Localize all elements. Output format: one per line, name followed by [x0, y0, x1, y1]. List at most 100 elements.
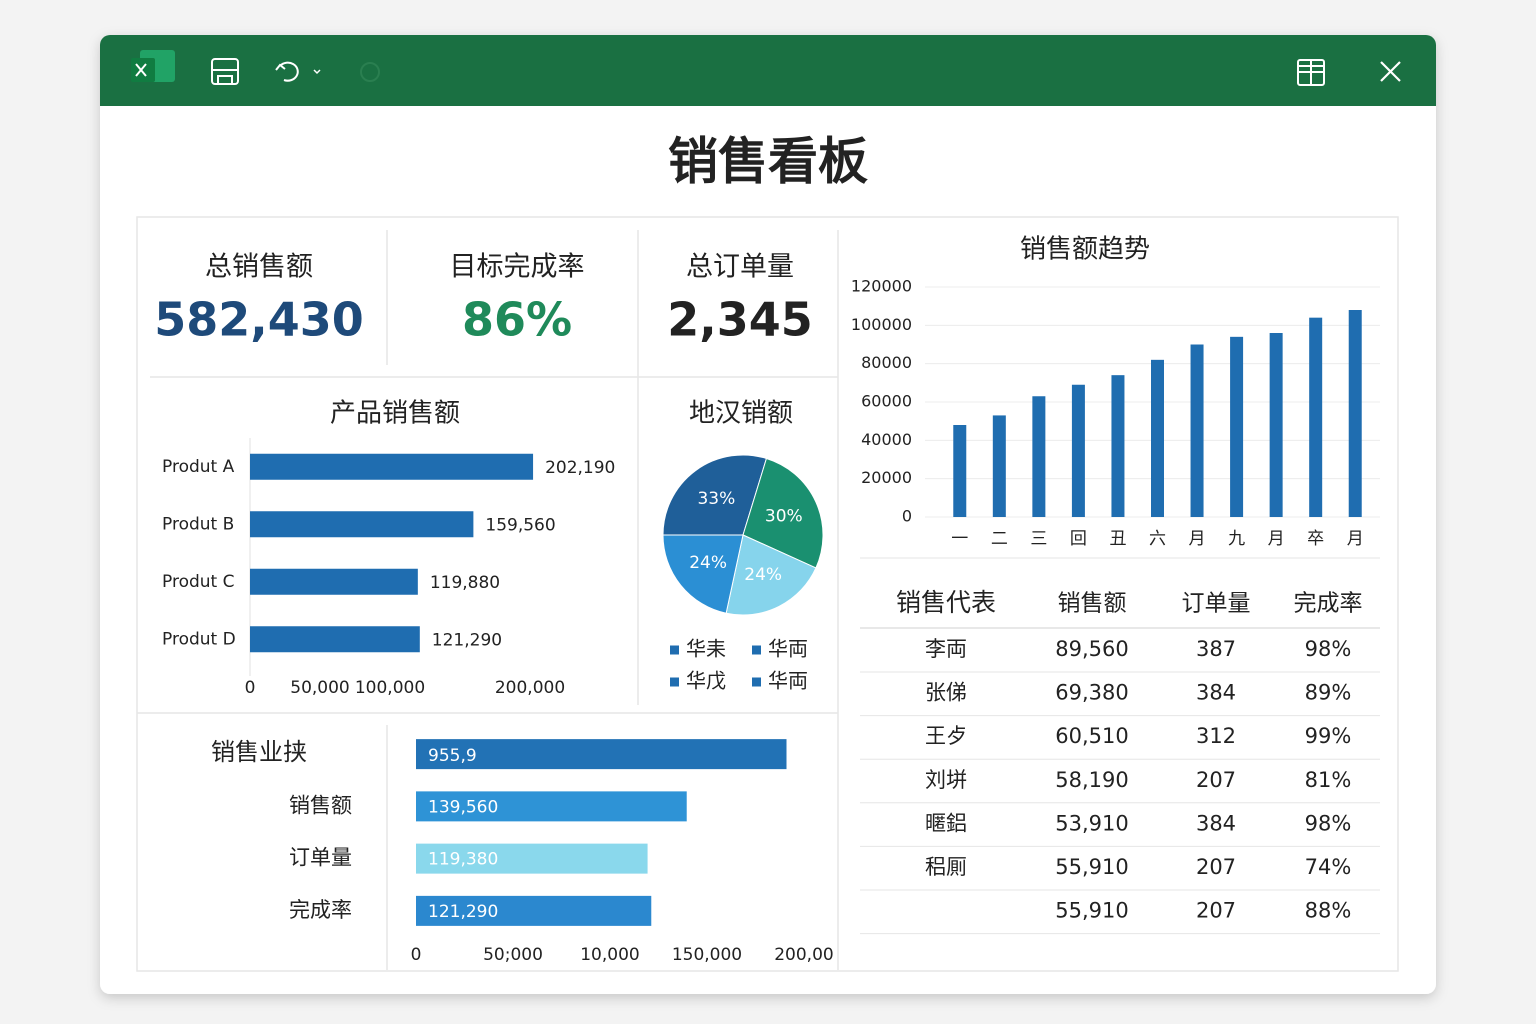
- data-label: 121,290: [428, 902, 498, 922]
- bar: [1071, 384, 1085, 517]
- y-tick-label: 60000: [861, 392, 912, 411]
- bar: [416, 791, 687, 822]
- x-tick-label: 丑: [1109, 529, 1126, 549]
- table-cell: 58,190: [1055, 768, 1128, 792]
- table-cell: 74%: [1305, 855, 1352, 879]
- table-cell: 88%: [1305, 899, 1352, 923]
- undo-icon[interactable]: [275, 61, 321, 82]
- table-cell: 53,910: [1055, 811, 1128, 835]
- x-tick-label: 六: [1149, 529, 1166, 549]
- legend-label: 华戊: [686, 669, 726, 693]
- legend-label: 华両: [768, 669, 808, 693]
- bar: [250, 453, 534, 480]
- legend-label: 华耒: [686, 637, 726, 661]
- pie-slice: [725, 534, 817, 616]
- table-cell: 李両: [925, 637, 967, 661]
- table-icon[interactable]: [1297, 59, 1325, 86]
- table-cell: 张俤: [925, 681, 967, 705]
- slice-label: 24%: [744, 565, 782, 585]
- kpi-label: 总订单量: [686, 252, 794, 283]
- bar: [992, 415, 1006, 517]
- legend-marker: [752, 677, 761, 687]
- table-cell: 98%: [1305, 637, 1352, 661]
- table-cell: 384: [1196, 681, 1236, 705]
- chart-title: 产品销售额: [330, 399, 460, 429]
- x-tick-label: 0: [411, 945, 422, 965]
- pie-slice: [742, 457, 824, 569]
- dashboard-title: 销售看板: [668, 133, 868, 191]
- y-tick-label: Produt B: [162, 514, 234, 534]
- table-cell: 刘垪: [925, 768, 967, 792]
- y-tick-label: 销售额: [289, 793, 352, 817]
- bar: [250, 511, 474, 538]
- y-tick-label: 80000: [861, 353, 912, 372]
- redo-icon[interactable]: [360, 62, 380, 82]
- x-tick-label: 二: [991, 529, 1008, 549]
- excel-icon: [131, 50, 175, 82]
- kpi-value: 2,345: [667, 293, 813, 347]
- y-tick-label: Produt C: [162, 572, 234, 592]
- bar: [1230, 336, 1244, 517]
- x-tick-label: 月: [1347, 529, 1364, 549]
- save-icon[interactable]: [211, 58, 239, 85]
- x-tick-label: 回: [1070, 529, 1087, 549]
- table-cell: 207: [1196, 899, 1236, 923]
- chart-title: 销售额趋势: [1020, 235, 1150, 265]
- table-cell: 89%: [1305, 681, 1352, 705]
- y-tick-label: 订单量: [289, 846, 352, 870]
- data-label: 119,380: [428, 850, 498, 870]
- x-tick-label: 50,000: [290, 678, 349, 698]
- pie-slice: [662, 534, 744, 614]
- data-label: 139,560: [428, 797, 498, 817]
- x-tick-label: 月: [1189, 529, 1206, 549]
- title-bar: [100, 35, 1436, 106]
- x-tick-label: 卒: [1307, 529, 1324, 549]
- bar: [250, 626, 420, 653]
- legend-label: 华両: [768, 637, 808, 661]
- data-label: 119,880: [430, 573, 500, 593]
- table-cell: 207: [1196, 855, 1236, 879]
- kpi-label: 目标完成率: [450, 252, 585, 283]
- table-cell: 99%: [1305, 724, 1352, 748]
- bar: [1269, 333, 1283, 517]
- table-cell: 81%: [1305, 768, 1352, 792]
- legend-marker: [670, 677, 679, 687]
- kpi-value: 582,430: [154, 293, 364, 347]
- x-tick-label: 0: [245, 678, 256, 698]
- legend-marker: [670, 645, 679, 655]
- data-label: 202,190: [545, 458, 615, 478]
- pie-slice: [662, 454, 768, 536]
- y-tick-label: 完成率: [289, 898, 352, 922]
- table-header: 订单量: [1182, 591, 1251, 617]
- table-header: 销售额: [1058, 591, 1127, 617]
- table-cell: 稆厠: [925, 855, 967, 879]
- bar: [1151, 359, 1164, 517]
- kpi-value: 86%: [462, 293, 572, 347]
- table-cell: 55,910: [1055, 855, 1128, 879]
- table-cell: 207: [1196, 768, 1236, 792]
- table-cell: 312: [1196, 724, 1236, 748]
- x-tick-label: 一: [951, 529, 968, 549]
- table-cell: 69,380: [1055, 681, 1128, 705]
- x-tick-label: 100,000: [355, 678, 425, 698]
- data-label: 121,290: [432, 630, 502, 650]
- table-cell: 384: [1196, 811, 1236, 835]
- x-tick-label: 三: [1030, 529, 1047, 549]
- y-tick-label: 120000: [851, 277, 912, 296]
- x-tick-label: 200,00: [774, 945, 833, 965]
- kpi-label: 总销售额: [205, 252, 313, 283]
- table-header: 销售代表: [896, 588, 996, 617]
- bar: [1309, 317, 1323, 517]
- y-tick-label: 100000: [851, 315, 912, 334]
- slice-label: 33%: [697, 489, 735, 509]
- table-cell: 98%: [1305, 811, 1352, 835]
- panel-borders: [136, 216, 1399, 972]
- chart-title: 销售业挟: [211, 738, 307, 766]
- y-tick-label: Produt D: [162, 629, 236, 649]
- y-tick-label: 20000: [861, 468, 912, 487]
- table-cell: 55,910: [1055, 899, 1128, 923]
- slice-label: 30%: [765, 507, 803, 527]
- close-button[interactable]: [1380, 61, 1401, 82]
